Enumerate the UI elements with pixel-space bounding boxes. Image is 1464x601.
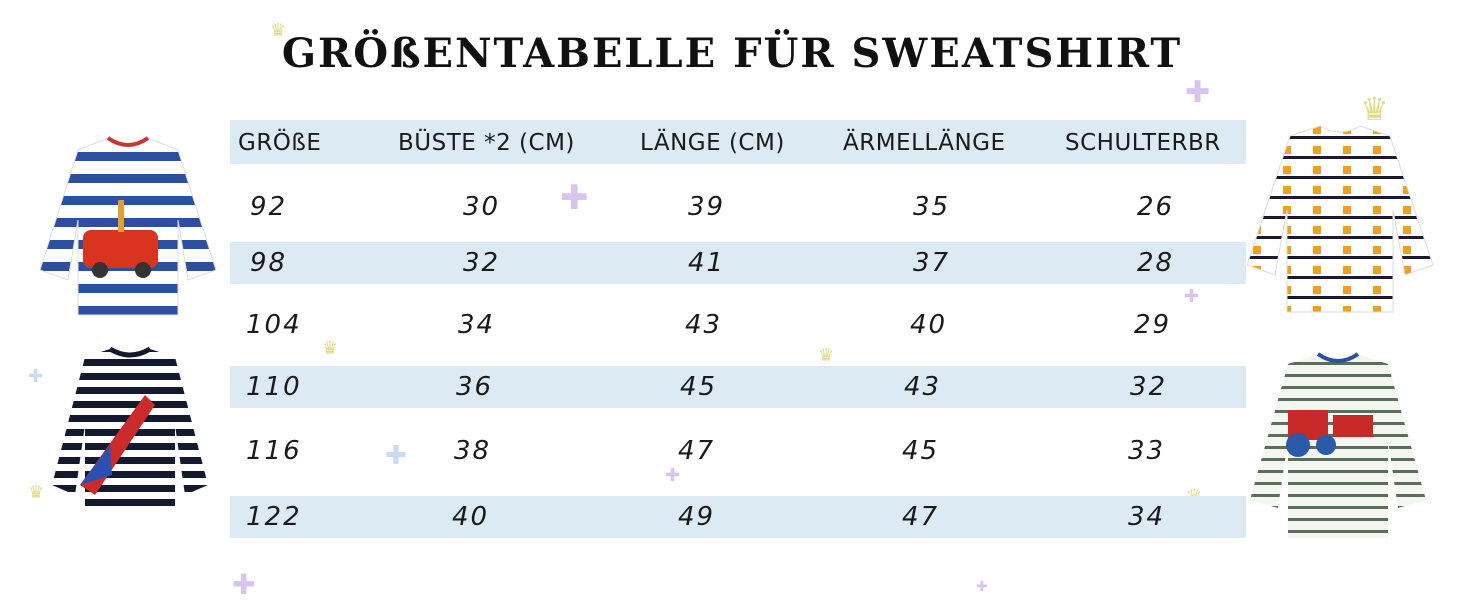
cell-length: 41 (688, 248, 726, 278)
cell-size: 116 (246, 436, 302, 466)
shirt-tractor-image (1250, 352, 1426, 538)
cell-shoulder: 29 (1134, 310, 1172, 340)
cell-shoulder: 33 (1128, 436, 1166, 466)
page-title: GRÖßENTABELLE FÜR SWEATSHIRT (281, 30, 1183, 77)
crown-icon: ♛ (1360, 91, 1389, 127)
cell-sleeve: 40 (910, 310, 948, 340)
cell-bust: 40 (452, 502, 490, 532)
header-shoulder: SCHULTERBR (1065, 130, 1221, 156)
cell-size: 92 (250, 192, 288, 222)
cell-size: 122 (246, 502, 302, 532)
puzzle-icon: ✚ (28, 366, 44, 386)
cell-sleeve: 35 (913, 192, 951, 222)
table-header: GRÖßE BÜSTE *2 (CM) LÄNGE (CM) ÄRMELLÄNG… (230, 120, 1246, 164)
cell-size: 110 (246, 372, 302, 402)
table-row: 92 30 39 35 26 (230, 186, 1246, 228)
cell-length: 45 (680, 372, 718, 402)
cell-bust: 38 (454, 436, 492, 466)
cell-bust: 36 (456, 372, 494, 402)
cell-sleeve: 47 (902, 502, 940, 532)
puzzle-icon: ✚ (1184, 286, 1200, 306)
cell-shoulder: 26 (1137, 192, 1175, 222)
cell-length: 39 (688, 192, 726, 222)
cell-length: 47 (678, 436, 716, 466)
cell-sleeve: 43 (904, 372, 942, 402)
cell-bust: 32 (463, 248, 501, 278)
header-sleeve: ÄRMELLÄNGE (843, 130, 1006, 156)
shirt-airplane-image (52, 346, 208, 507)
cell-shoulder: 28 (1137, 248, 1175, 278)
puzzle-icon: ✚ (385, 440, 407, 470)
header-size: GRÖßE (238, 130, 322, 156)
cell-shoulder: 34 (1128, 502, 1166, 532)
puzzle-icon: ✚ (1185, 76, 1211, 109)
puzzle-icon: ✚ (976, 578, 988, 594)
cell-length: 49 (678, 502, 716, 532)
crown-icon: ♛ (818, 345, 835, 365)
crown-icon: ♛ (28, 482, 45, 502)
header-bust: BÜSTE *2 (CM) (398, 130, 575, 156)
cell-sleeve: 45 (902, 436, 940, 466)
shirt-excavator-pattern-image (1246, 125, 1434, 313)
table-row: 110 36 45 43 32 (230, 366, 1246, 408)
puzzle-icon: ✚ (665, 465, 681, 485)
table-row: 116 38 47 45 33 (230, 430, 1246, 472)
cell-bust: 34 (458, 310, 496, 340)
header-length: LÄNGE (CM) (640, 130, 785, 156)
puzzle-icon: ✚ (560, 179, 589, 217)
puzzle-icon: ✚ (232, 569, 256, 600)
crown-icon: ♛ (270, 20, 287, 40)
crown-icon: ♛ (322, 338, 339, 358)
cell-size: 104 (246, 310, 302, 340)
cell-size: 98 (250, 248, 288, 278)
cell-sleeve: 37 (913, 248, 951, 278)
shirt-giraffe-bus-image (39, 136, 217, 316)
table-row: 104 34 43 40 29 (230, 304, 1246, 346)
cell-length: 43 (685, 310, 723, 340)
table-row: 122 40 49 47 34 (230, 496, 1246, 538)
cell-bust: 30 (463, 192, 501, 222)
cell-shoulder: 32 (1130, 372, 1168, 402)
table-row: 98 32 41 37 28 (230, 242, 1246, 284)
